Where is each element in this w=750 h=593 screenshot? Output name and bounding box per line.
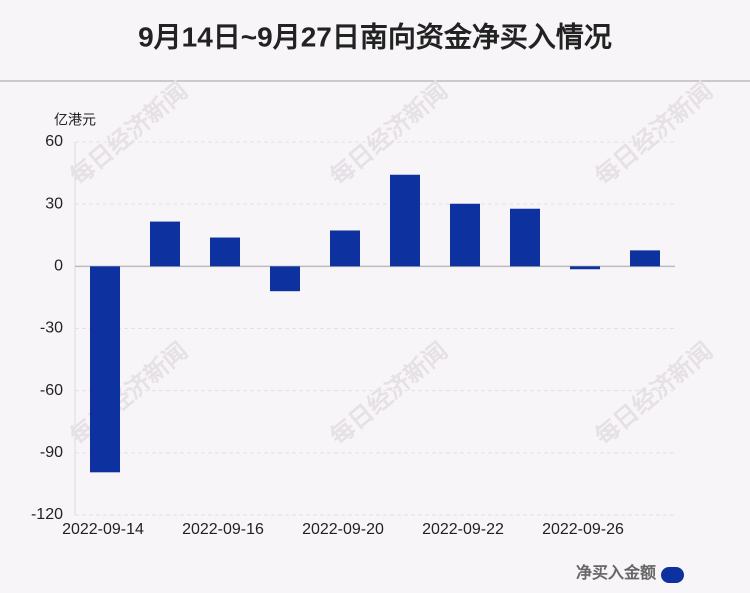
y-tick-label: 0 xyxy=(54,258,63,275)
bar xyxy=(90,266,120,473)
y-tick-label: -60 xyxy=(40,382,63,399)
bar xyxy=(390,174,420,267)
x-tick-label: 2022-09-26 xyxy=(542,521,624,538)
bar xyxy=(270,266,300,292)
watermark: 每日经济新闻 xyxy=(325,337,453,451)
watermark: 每日经济新闻 xyxy=(65,77,193,191)
x-tick-label: 2022-09-16 xyxy=(182,521,264,538)
x-tick-label: 2022-09-22 xyxy=(422,521,504,538)
watermark: 每日经济新闻 xyxy=(590,337,718,451)
bar xyxy=(510,208,540,267)
bar xyxy=(150,221,180,267)
bar xyxy=(450,203,480,267)
bar xyxy=(630,250,660,267)
legend-label: 净买入金额 xyxy=(576,563,656,582)
bar xyxy=(570,266,600,270)
bar xyxy=(210,237,240,267)
y-tick-label: 60 xyxy=(45,133,63,150)
y-tick-label: -90 xyxy=(40,444,63,461)
y-tick-label: -30 xyxy=(40,320,63,337)
y-axis-label: 亿港元 xyxy=(54,112,96,128)
chart-title: 9月14日~9月27日南向资金净买入情况 xyxy=(138,20,612,52)
x-tick-label: 2022-09-20 xyxy=(302,521,384,538)
watermark: 每日经济新闻 xyxy=(590,77,718,191)
watermark: 每日经济新闻 xyxy=(65,337,193,451)
y-tick-label: 30 xyxy=(45,195,63,212)
watermark: 每日经济新闻 xyxy=(325,77,453,191)
x-tick-label: 2022-09-14 xyxy=(62,521,144,538)
bar xyxy=(330,230,360,267)
y-tick-label: -120 xyxy=(31,506,63,523)
legend-swatch xyxy=(661,567,684,583)
